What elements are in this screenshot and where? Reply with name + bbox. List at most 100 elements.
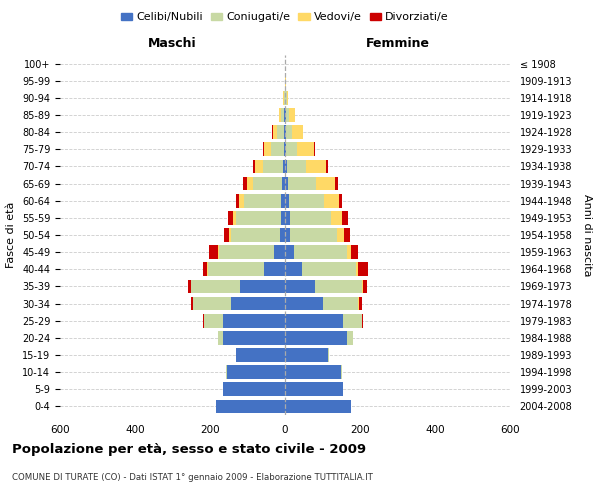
Bar (337, 228, 344, 242)
Bar (286, 108, 289, 122)
Bar (285, 160, 287, 173)
Bar (236, 348, 285, 362)
Bar (290, 228, 337, 242)
Bar (314, 142, 316, 156)
Bar (218, 246, 220, 259)
Bar (226, 366, 227, 379)
Bar (343, 314, 362, 328)
Bar (282, 176, 285, 190)
Bar (203, 314, 204, 328)
Bar (230, 296, 285, 310)
Bar (358, 262, 367, 276)
Bar (263, 160, 283, 173)
Bar (341, 366, 342, 379)
Bar (239, 194, 244, 207)
Bar (315, 280, 362, 293)
Bar (264, 142, 271, 156)
Bar (208, 262, 265, 276)
Bar (277, 126, 284, 139)
Bar (286, 126, 292, 139)
Bar (285, 211, 290, 224)
Bar (231, 228, 280, 242)
Y-axis label: Anni di nascita: Anni di nascita (582, 194, 592, 276)
Bar (285, 108, 286, 122)
Bar (285, 366, 341, 379)
Bar (253, 160, 255, 173)
Bar (209, 246, 218, 259)
Bar (283, 160, 285, 173)
Bar (347, 331, 353, 344)
Bar (215, 400, 285, 413)
Bar (331, 211, 342, 224)
Bar (289, 194, 325, 207)
Bar (281, 108, 284, 122)
Bar (223, 382, 285, 396)
Bar (283, 91, 284, 104)
Bar (302, 262, 356, 276)
Bar (203, 262, 208, 276)
Bar (247, 176, 253, 190)
Bar (235, 194, 239, 207)
Bar (255, 160, 263, 173)
Bar (205, 314, 223, 328)
Bar (285, 262, 302, 276)
Bar (191, 296, 193, 310)
Bar (363, 280, 367, 293)
Bar (253, 176, 282, 190)
Legend: Celibi/Nubili, Coniugati/e, Vedovi/e, Divorziati/e: Celibi/Nubili, Coniugati/e, Vedovi/e, Di… (119, 10, 451, 24)
Bar (292, 126, 303, 139)
Bar (286, 91, 287, 104)
Bar (284, 142, 285, 156)
Bar (235, 348, 236, 362)
Bar (285, 280, 315, 293)
Bar (271, 142, 284, 156)
Text: Femmine: Femmine (365, 37, 430, 50)
Bar (287, 160, 305, 173)
Bar (223, 331, 285, 344)
Bar (285, 348, 328, 362)
Text: Popolazione per età, sesso e stato civile - 2009: Popolazione per età, sesso e stato civil… (12, 442, 366, 456)
Bar (289, 108, 295, 122)
Bar (228, 211, 233, 224)
Bar (295, 246, 347, 259)
Bar (188, 280, 191, 293)
Bar (235, 211, 281, 224)
Bar (220, 246, 274, 259)
Bar (285, 246, 295, 259)
Bar (244, 194, 281, 207)
Bar (287, 91, 289, 104)
Bar (280, 228, 285, 242)
Bar (229, 228, 231, 242)
Bar (285, 314, 343, 328)
Bar (285, 126, 286, 139)
Bar (326, 160, 328, 173)
Bar (359, 296, 362, 310)
Bar (227, 366, 285, 379)
Bar (263, 142, 264, 156)
Bar (350, 246, 358, 259)
Bar (285, 74, 286, 88)
Bar (285, 296, 323, 310)
Bar (218, 331, 223, 344)
Bar (284, 108, 285, 122)
Bar (240, 280, 285, 293)
Bar (298, 142, 314, 156)
Bar (281, 211, 285, 224)
Bar (340, 194, 343, 207)
Bar (284, 126, 285, 139)
Bar (285, 331, 347, 344)
Bar (233, 211, 235, 224)
Bar (358, 296, 359, 310)
Bar (281, 194, 285, 207)
Bar (285, 382, 343, 396)
Bar (274, 246, 285, 259)
Bar (344, 228, 349, 242)
Bar (285, 142, 286, 156)
Bar (280, 108, 281, 122)
Bar (272, 126, 277, 139)
Bar (316, 176, 335, 190)
Y-axis label: Fasce di età: Fasce di età (7, 202, 16, 268)
Bar (335, 176, 338, 190)
Bar (223, 314, 285, 328)
Bar (362, 280, 363, 293)
